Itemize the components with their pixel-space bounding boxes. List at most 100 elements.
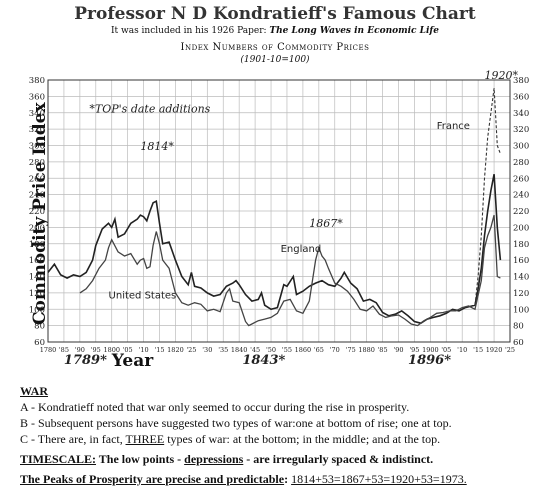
y-tick-label-right: 180 [513, 240, 529, 250]
war-note-c-three: THREE [125, 432, 165, 446]
x-tick-label: '55 [282, 346, 292, 354]
chart-title: Index Numbers of Commodity Prices [180, 42, 370, 53]
y-tick-label-left: 340 [29, 109, 45, 119]
y-tick-label-left: 220 [29, 207, 45, 217]
series-label-united-states: United States [109, 291, 177, 302]
kondratieff-chart: 60 60 80 80 100 100 120 120 140 140 160 160 180 180 20… [29, 69, 529, 371]
x-tick-label: '75 [346, 346, 356, 354]
y-tick-label-right: 320 [513, 125, 529, 135]
war-note-a: A - Kondratieff noted that war only seem… [20, 400, 410, 414]
y-tick-label-left: 300 [29, 142, 45, 152]
page-subtitle: It was included in his 1926 Paper: The L… [0, 26, 550, 36]
x-tick-label: '10 [139, 346, 149, 354]
plot-frame [47, 79, 511, 343]
series-line-england [47, 174, 502, 325]
series-label-england: England [281, 244, 322, 255]
x-tick-label: 1860 [295, 346, 312, 354]
x-tick-label: '85 [378, 346, 388, 354]
x-tick-label: 1820 [167, 346, 184, 354]
annotation-1867-: 1867* [309, 217, 343, 230]
x-tick-label: 1920 [486, 346, 503, 354]
x-tick-label: 1880 [358, 346, 375, 354]
y-tick-label-left: 160 [29, 256, 45, 266]
annotation-1920-: 1920* [485, 69, 519, 82]
x-tick-label: '25 [186, 346, 196, 354]
x-tick-label: '25 [505, 346, 515, 354]
x-tick-label: '50 [266, 346, 276, 354]
annotation-1843-: 1843* [242, 353, 285, 368]
timescale-text-2: - are irregularly spaced & indistinct. [243, 452, 434, 466]
war-note-c-prefix: C - There are, in fact, [20, 432, 126, 446]
y-tick-label-right: 160 [513, 256, 529, 266]
peaks-equation: 1814+53=1867+53=1920+53=1973. [291, 472, 467, 486]
y-tick-label-right: 140 [513, 273, 529, 283]
notes-block: WAR A - Kondratieff noted that war only … [20, 383, 467, 487]
subtitle-prefix: It was included in his 1926 Paper: [110, 26, 267, 36]
timescale-label: TIMESCALE: [20, 452, 97, 466]
chart-subtitle: (1901-10=100) [240, 55, 310, 65]
timescale-text-1: The low points - [96, 452, 185, 466]
x-tick-label: 1800 [103, 346, 120, 354]
x-tick-label: '90 [75, 346, 85, 354]
page-title: Professor N D Kondratieff's Famous Chart [74, 4, 476, 24]
y-tick-label-left: 240 [29, 191, 45, 201]
subtitle-paper: The Long Waves in Economic Life [269, 26, 440, 36]
y-tick-label-right: 280 [513, 158, 529, 168]
x-tick-label: '95 [409, 346, 419, 354]
peaks-label: The Peaks of Prosperity are precise and … [20, 472, 285, 486]
y-tick-label-left: 320 [29, 125, 45, 135]
y-tick-label-left: 380 [29, 76, 45, 86]
y-tick-label-right: 120 [513, 289, 529, 299]
annotation-1896-: 1896* [408, 353, 451, 368]
y-tick-label-right: 260 [513, 174, 529, 184]
y-tick-label-right: 360 [513, 92, 529, 102]
x-tick-label: 1840 [231, 346, 248, 354]
y-tick-label-right: 340 [513, 109, 529, 119]
y-tick-label-left: 140 [29, 273, 45, 283]
x-tick-label: '95 [91, 346, 101, 354]
x-tick-label: '05 [123, 346, 133, 354]
y-tick-label-left: 120 [29, 289, 45, 299]
y-tick-label-right: 60 [513, 338, 524, 348]
y-tick-label-left: 280 [29, 158, 45, 168]
war-heading: WAR [20, 384, 49, 398]
y-tick-label-left: 60 [34, 338, 45, 348]
x-tick-label: '15 [154, 346, 164, 354]
y-tick-label-left: 200 [29, 223, 45, 233]
x-axis-label: Year [111, 351, 154, 371]
x-tick-label: '85 [59, 346, 69, 354]
x-tick-label: '90 [393, 346, 403, 354]
x-tick-label: '35 [218, 346, 228, 354]
y-tick-label-right: 100 [513, 305, 529, 315]
annotation--top-s-date-additions: *TOP's date additions [89, 102, 210, 115]
x-tick-label: '65 [314, 346, 324, 354]
timescale-note: TIMESCALE: The low points - depressions … [20, 451, 467, 467]
timescale-depressions: depressions [184, 452, 244, 466]
series-line-united-states [79, 214, 501, 327]
war-note-b: B - Subsequent persons have suggested tw… [20, 416, 452, 430]
war-note-c: C - There are, in fact, THREE types of w… [20, 431, 467, 447]
annotation-1789-: 1789* [64, 353, 107, 368]
y-tick-label-right: 80 [513, 322, 524, 332]
x-tick-label: 1780 [40, 346, 57, 354]
x-tick-label: '70 [330, 346, 340, 354]
x-tick-label: '10 [457, 346, 467, 354]
x-tick-label: '45 [250, 346, 260, 354]
peaks-note: The Peaks of Prosperity are precise and … [20, 471, 467, 487]
y-tick-label-right: 380 [513, 76, 529, 86]
y-tick-label-right: 220 [513, 207, 529, 217]
x-tick-label: '15 [473, 346, 483, 354]
war-note-c-suffix: types of war: at the bottom; in the midd… [164, 432, 441, 446]
annotation-1814-: 1814* [140, 140, 174, 153]
y-tick-label-right: 240 [513, 191, 529, 201]
y-tick-label-left: 100 [29, 305, 45, 315]
x-tick-label: 1900 [422, 346, 439, 354]
y-tick-label-left: 360 [29, 92, 45, 102]
y-tick-label-left: 80 [34, 322, 45, 332]
series-label-france: France [437, 121, 470, 132]
y-tick-label-right: 300 [513, 142, 529, 152]
series-line-france [474, 88, 501, 306]
x-tick-label: '30 [202, 346, 212, 354]
y-tick-label-left: 260 [29, 174, 45, 184]
peaks-colon: : [284, 472, 289, 486]
